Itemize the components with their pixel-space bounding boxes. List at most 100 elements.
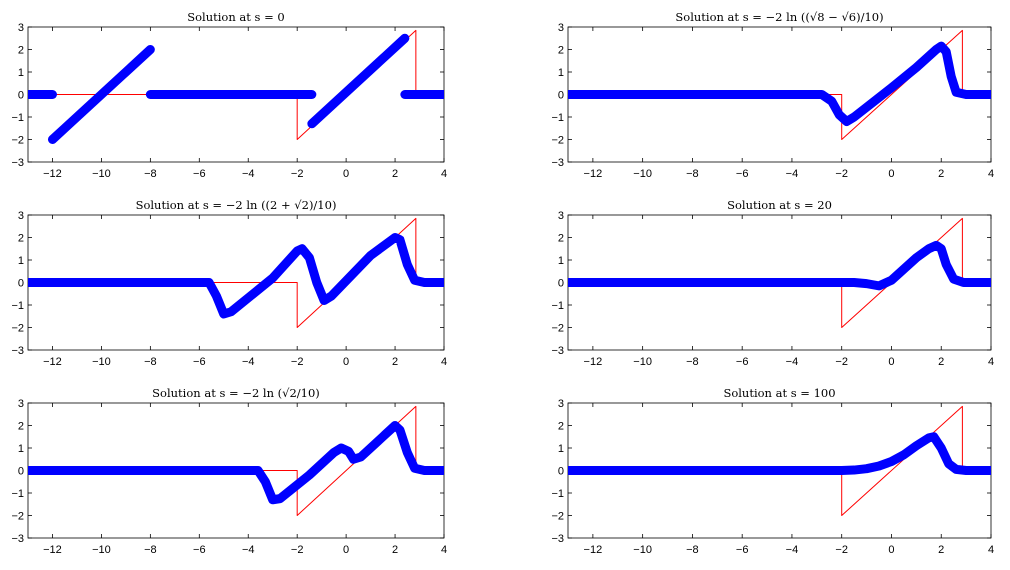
x-tick-label: −10 [633, 168, 652, 180]
x-tick-label: −8 [144, 356, 157, 368]
x-tick-label: −2 [835, 544, 848, 556]
reference-line [568, 217, 991, 328]
x-tick-label: −4 [786, 544, 799, 556]
x-tick-label: −4 [242, 168, 255, 180]
subplot-5: Solution at s = −2 ln (√2/10)−12 −10 −8 −6−… [11, 386, 447, 556]
y-tick-label: 2 [558, 45, 564, 57]
x-tick-label: 0 [343, 356, 349, 368]
y-tick-label: 0 [18, 466, 24, 478]
y-tick-label: 2 [558, 233, 564, 245]
x-tick-label: 0 [888, 168, 894, 180]
x-tick-label: −8 [144, 168, 157, 180]
x-tick-label: 2 [392, 544, 398, 556]
y-tick-label: 3 [558, 22, 564, 34]
x-tick-label: −2 [291, 356, 304, 368]
plot-title: Solution at s = −2 ln ((√8 − √6)/10) [675, 10, 883, 24]
x-tick-label: 0 [343, 544, 349, 556]
x-tick-label: −6 [736, 544, 749, 556]
x-tick-label: 0 [343, 168, 349, 180]
x-tick-label: −8 [144, 544, 157, 556]
y-tick-label: 0 [558, 90, 564, 102]
x-tick-label: −12 [43, 544, 62, 556]
y-tick-label: −3 [551, 157, 564, 169]
y-tick-label: 0 [558, 466, 564, 478]
subplot-6: Solution at s = 100−12 −10 −8 −6 −4 −2 0 2 4−3−2… [551, 386, 994, 556]
x-tick-label: −4 [242, 356, 255, 368]
x-tick-label: −6 [736, 356, 749, 368]
x-tick-label: −2 [291, 544, 304, 556]
y-tick-label: 3 [558, 398, 564, 410]
x-tick-label: 4 [441, 544, 447, 556]
solution-line [28, 421, 444, 505]
y-tick-label: −3 [551, 345, 564, 357]
y-tick-label: −2 [551, 135, 564, 147]
y-tick-label: −1 [11, 300, 24, 312]
y-tick-label: −3 [11, 157, 24, 169]
x-tick-label: −8 [686, 544, 699, 556]
x-tick-label: −10 [92, 356, 111, 368]
subplot-1: Solution at s = 0−12 −10 −8 −6 −4 −2 0 2 4−3−2−1… [11, 10, 447, 180]
x-tick-label: 4 [988, 168, 994, 180]
y-tick-label: 1 [558, 443, 564, 455]
y-tick-label: −2 [11, 511, 24, 523]
y-tick-label: 3 [18, 210, 24, 222]
x-tick-label: −6 [193, 168, 206, 180]
reference-line [568, 29, 991, 140]
y-tick-label: 1 [558, 255, 564, 267]
y-tick-label: −1 [551, 300, 564, 312]
solution-line [568, 240, 991, 291]
x-tick-label: −6 [736, 168, 749, 180]
y-tick-label: −1 [551, 488, 564, 500]
x-tick-label: 0 [888, 356, 894, 368]
subplot-3: Solution at s = −2 ln ((2 + √2)/10)−12 −1… [11, 198, 447, 368]
x-tick-label: −6 [193, 356, 206, 368]
x-tick-label: 2 [392, 168, 398, 180]
reference-line [28, 405, 444, 516]
x-tick-label: −2 [291, 168, 304, 180]
y-tick-label: 0 [558, 278, 564, 290]
y-tick-label: −2 [11, 323, 24, 335]
y-tick-label: −3 [11, 533, 24, 545]
y-tick-label: 3 [18, 22, 24, 34]
x-tick-label: −12 [43, 356, 62, 368]
x-tick-label: −4 [242, 544, 255, 556]
solution-line [568, 432, 991, 475]
solution-line [307, 33, 410, 129]
x-tick-label: −4 [786, 168, 799, 180]
x-tick-label: −2 [835, 356, 848, 368]
x-tick-label: 0 [888, 544, 894, 556]
x-tick-label: −12 [584, 168, 603, 180]
plot-title: Solution at s = −2 ln ((2 + √2)/10) [136, 198, 337, 212]
x-tick-label: −12 [584, 356, 603, 368]
plot-title: Solution at s = 20 [727, 198, 832, 212]
x-tick-label: −12 [584, 544, 603, 556]
y-tick-label: −2 [11, 135, 24, 147]
x-tick-label: −8 [686, 168, 699, 180]
y-tick-label: −1 [11, 112, 24, 124]
y-tick-label: 1 [18, 443, 24, 455]
plot-title: Solution at s = −2 ln (√2/10) [152, 386, 320, 400]
x-tick-label: 2 [938, 544, 944, 556]
solution-line [28, 233, 444, 319]
y-tick-label: −1 [551, 112, 564, 124]
x-tick-label: −10 [633, 356, 652, 368]
x-tick-label: 2 [392, 356, 398, 368]
y-tick-label: 2 [558, 421, 564, 433]
y-tick-label: 1 [558, 67, 564, 79]
y-tick-label: 2 [18, 421, 24, 433]
y-tick-label: 3 [558, 210, 564, 222]
y-tick-label: −2 [551, 323, 564, 335]
x-tick-label: −4 [786, 356, 799, 368]
y-tick-label: 1 [18, 67, 24, 79]
solution-line [47, 45, 155, 144]
x-tick-label: 2 [938, 168, 944, 180]
x-tick-label: 4 [988, 356, 994, 368]
y-tick-label: −3 [551, 533, 564, 545]
subplot-2: Solution at s = −2 ln ((√8 − √6)/10)−12−… [551, 10, 994, 180]
x-tick-label: −10 [92, 544, 111, 556]
reference-line [568, 405, 991, 516]
y-tick-label: 0 [18, 278, 24, 290]
reference-line [28, 29, 444, 140]
x-tick-label: −8 [686, 356, 699, 368]
